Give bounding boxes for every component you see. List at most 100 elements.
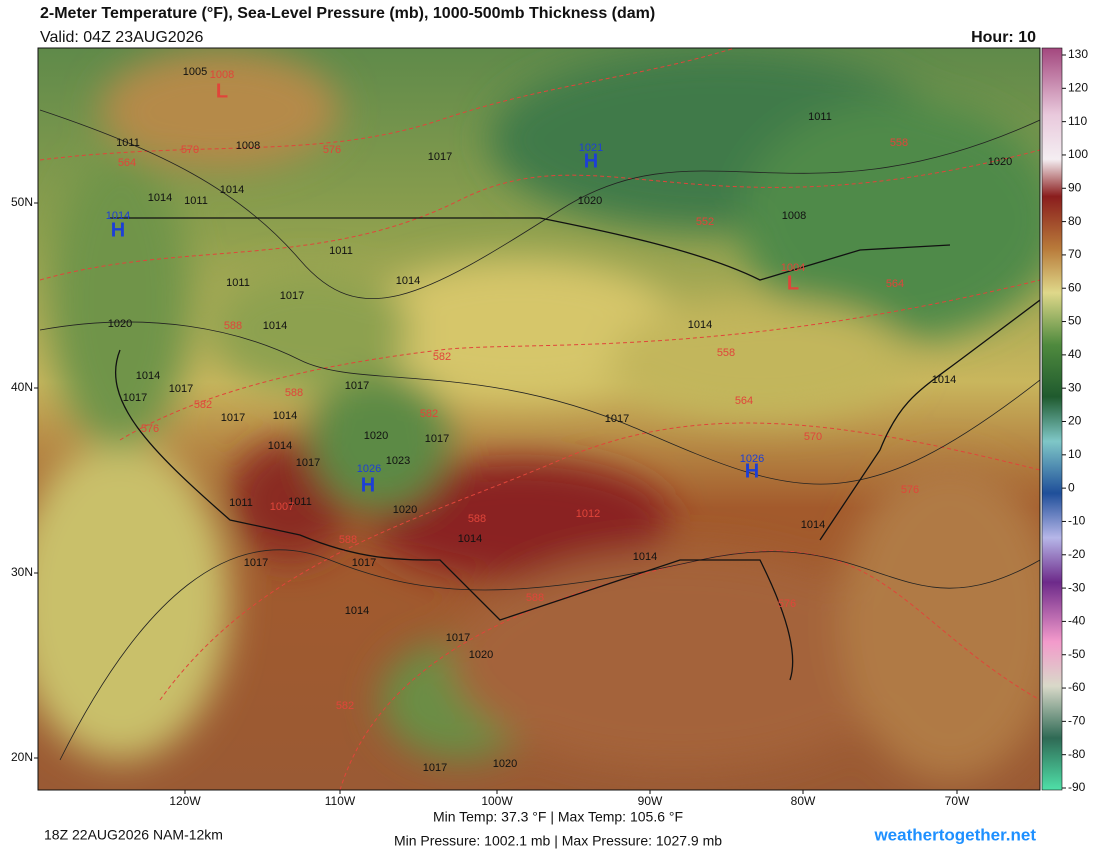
lat-label: 50N bbox=[11, 195, 33, 209]
contour-label: 1020 bbox=[493, 758, 517, 770]
contour-label: 1020 bbox=[108, 318, 132, 330]
contour-label: 1014 bbox=[633, 551, 657, 563]
contour-label: 1017 bbox=[428, 151, 452, 163]
contour-label: 1011 bbox=[288, 496, 312, 508]
contour-label: 1014 bbox=[268, 440, 292, 452]
contour-label: 1017 bbox=[352, 557, 376, 569]
contour-label: 576 bbox=[778, 598, 796, 610]
contour-label: 1017 bbox=[345, 380, 369, 392]
contour-label: 1014 bbox=[148, 192, 172, 204]
colorbar-tick-label: -70 bbox=[1068, 714, 1086, 728]
contour-label: 1020 bbox=[578, 195, 602, 207]
map-title: 2-Meter Temperature (°F), Sea-Level Pres… bbox=[40, 5, 655, 22]
colorbar-tick-label: -30 bbox=[1068, 580, 1086, 594]
contour-label: 1004 bbox=[781, 262, 805, 274]
contour-label: 1020 bbox=[988, 156, 1012, 168]
contour-label: 1017 bbox=[296, 457, 320, 469]
colorbar-tick-label: 90 bbox=[1068, 180, 1082, 194]
contour-label: 1026 bbox=[357, 463, 381, 475]
colorbar-tick-label: -50 bbox=[1068, 647, 1086, 661]
contour-label: 564 bbox=[118, 157, 136, 169]
colorbar-tick-label: -80 bbox=[1068, 747, 1086, 761]
contour-label: 1017 bbox=[221, 412, 245, 424]
map-frame bbox=[37, 47, 1041, 791]
contour-label: 1017 bbox=[244, 557, 268, 569]
contour-label: 1011 bbox=[226, 277, 250, 289]
contour-label: 588 bbox=[224, 320, 242, 332]
forecast-hour: Hour: 10 bbox=[971, 29, 1036, 46]
contour-label: 564 bbox=[886, 278, 904, 290]
contour-label: 1020 bbox=[364, 430, 388, 442]
contour-label: 1021 bbox=[579, 142, 603, 154]
contour-label: 1017 bbox=[169, 383, 193, 395]
contour-label: 1008 bbox=[236, 140, 260, 152]
map-field bbox=[38, 48, 1040, 790]
colorbar-tick-label: 120 bbox=[1068, 80, 1088, 94]
lon-label: 90W bbox=[638, 794, 663, 808]
temperature-shading bbox=[38, 50, 1040, 780]
colorbar-tick-label: 40 bbox=[1068, 347, 1082, 361]
contour-label: 1011 bbox=[116, 137, 140, 149]
isobars bbox=[39, 109, 1040, 761]
pressure-range: Min Pressure: 1002.1 mb | Max Pressure: … bbox=[394, 833, 722, 849]
contour-label: 1014 bbox=[220, 184, 244, 196]
lat-label: 20N bbox=[11, 750, 33, 764]
contour-label: 1017 bbox=[605, 413, 629, 425]
contour-label: 1014 bbox=[273, 410, 297, 422]
contour-label: 582 bbox=[336, 700, 354, 712]
contour-label: 1017 bbox=[123, 392, 147, 404]
contour-label: 582 bbox=[420, 408, 438, 420]
contour-label: 1008 bbox=[210, 69, 234, 81]
lon-label: 100W bbox=[481, 794, 513, 808]
pressure-center: H bbox=[111, 219, 125, 241]
colorbar-tick-label: -90 bbox=[1068, 780, 1086, 794]
contour-label: 1011 bbox=[184, 195, 208, 207]
colorbar-tick-label: -40 bbox=[1068, 614, 1086, 628]
pressure-center: L bbox=[787, 272, 799, 294]
contour-label: 1023 bbox=[386, 455, 410, 467]
contour-label: 1011 bbox=[229, 497, 253, 509]
contour-label: 1014 bbox=[688, 319, 712, 331]
colorbar-tick-label: 30 bbox=[1068, 380, 1082, 394]
colorbar-tick-label: 110 bbox=[1068, 114, 1087, 128]
contour-label: 1014 bbox=[106, 210, 130, 222]
colorbar-tick-label: 80 bbox=[1068, 214, 1082, 228]
contour-label: 1014 bbox=[345, 605, 369, 617]
contour-label: 576 bbox=[323, 144, 341, 156]
pressure-center: H bbox=[361, 474, 375, 496]
contour-label: 582 bbox=[194, 399, 212, 411]
model-run: 18Z 22AUG2026 NAM-12km bbox=[44, 827, 223, 843]
contour-label: 588 bbox=[285, 387, 303, 399]
contour-label: 558 bbox=[717, 347, 735, 359]
temp-range: Min Temp: 37.3 °F | Max Temp: 105.6 °F bbox=[433, 809, 683, 825]
colorbar-tick-label: 130 bbox=[1068, 47, 1088, 61]
valid-time: Valid: 04Z 23AUG2026 bbox=[40, 29, 203, 46]
contour-label: 570 bbox=[804, 431, 822, 443]
colorbar-tick-label: 100 bbox=[1068, 147, 1088, 161]
contour-label: 1012 bbox=[576, 508, 600, 520]
site-link[interactable]: weathertogether.net bbox=[873, 825, 1036, 844]
contour-label: 588 bbox=[339, 534, 357, 546]
contour-label: 576 bbox=[901, 484, 919, 496]
lat-label: 40N bbox=[11, 380, 33, 394]
contour-label: 1026 bbox=[740, 453, 764, 465]
colorbar bbox=[1041, 47, 1063, 791]
colorbar-tick-label: 10 bbox=[1068, 447, 1082, 461]
pressure-center: L bbox=[216, 80, 228, 102]
contour-label: 1014 bbox=[458, 533, 482, 545]
contour-label: 570 bbox=[181, 144, 199, 156]
contour-label: 1017 bbox=[425, 433, 449, 445]
lon-label: 80W bbox=[791, 794, 816, 808]
colorbar-tick-label: 0 bbox=[1068, 480, 1075, 494]
contour-label: 1017 bbox=[423, 762, 447, 774]
colorbar-tick-label: -60 bbox=[1068, 680, 1086, 694]
lon-label: 70W bbox=[945, 794, 970, 808]
pressure-center: H bbox=[745, 460, 759, 482]
colorbar-tick-label: 20 bbox=[1068, 414, 1082, 428]
colorbar-tick-label: 50 bbox=[1068, 314, 1082, 328]
pressure-center: H bbox=[584, 150, 598, 172]
contour-label: 1008 bbox=[782, 210, 806, 222]
contour-label: 582 bbox=[433, 351, 451, 363]
